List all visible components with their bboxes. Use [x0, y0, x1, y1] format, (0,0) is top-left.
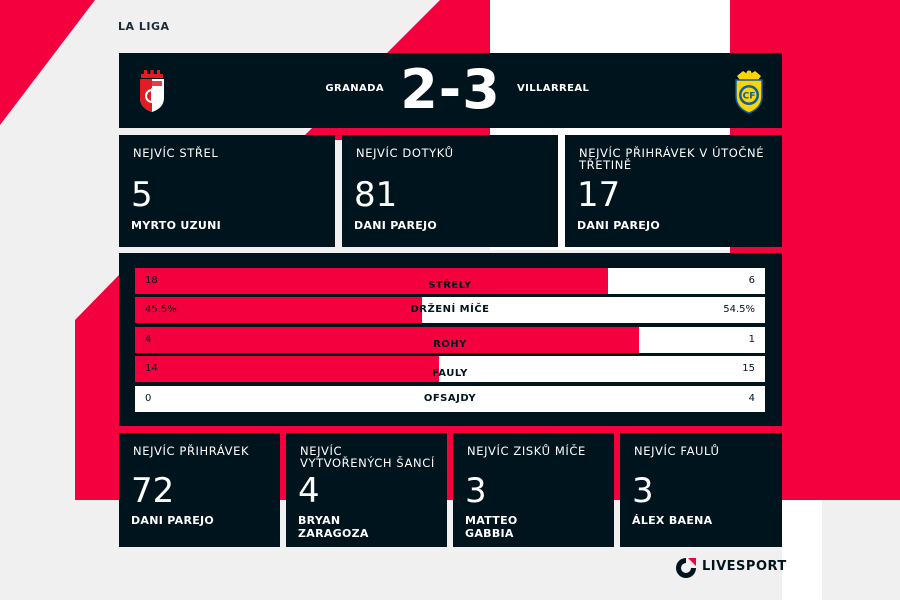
- card-label: NEJVÍC FAULŮ: [634, 444, 720, 458]
- card-value: 81: [354, 175, 398, 215]
- card-label: NEJVÍC ZISKŮ MÍČE: [467, 444, 586, 458]
- granada-crest-icon: [140, 70, 164, 112]
- card-label: NEJVÍC DOTYKŮ: [356, 146, 454, 160]
- stat-name: ROHY: [433, 339, 467, 350]
- livesport-brand: LIVESPORT: [674, 556, 786, 584]
- stat-row-fouls: 14 FAULY 15: [135, 356, 765, 382]
- livesport-logo-icon: [676, 558, 696, 578]
- stat-name: DRŽENÍ MÍČE: [410, 304, 490, 315]
- card-value: 3: [632, 471, 654, 511]
- card-player: DANI PAREJO: [131, 514, 215, 527]
- stat-bar-home: [135, 356, 440, 382]
- stat-bar-home: [135, 297, 422, 323]
- card-value: 72: [131, 471, 175, 511]
- stat-home-value: 45.5%: [145, 304, 177, 315]
- stat-away-value: 6: [748, 275, 755, 286]
- match-score: 2-3: [400, 58, 501, 121]
- stat-name: OFSAJDY: [423, 393, 477, 404]
- stat-card-final-third-passes: NEJVÍC PŘIHRÁVEK V ÚTOČNÉ TŘETINĚ 17 DAN…: [565, 135, 782, 247]
- league-title: LA LIGA: [118, 20, 170, 33]
- stat-away-value: 54.5%: [723, 304, 755, 315]
- card-label: NEJVÍC PŘIHRÁVEK V ÚTOČNÉ TŘETINĚ: [579, 146, 765, 172]
- stat-name: STŘELY: [428, 280, 472, 291]
- stat-card-most-fouls: NEJVÍC FAULŮ 3 ÁLEX BAENA: [620, 433, 782, 547]
- stat-card-most-touches: NEJVÍC DOTYKŮ 81 DANI PAREJO: [342, 135, 558, 247]
- stat-away-value: 4: [748, 393, 755, 404]
- card-value: 4: [298, 471, 320, 511]
- stat-bar-home: [135, 268, 608, 294]
- card-label: NEJVÍC STŘEL: [133, 146, 219, 160]
- card-value: 5: [131, 175, 153, 215]
- card-value: 17: [577, 175, 621, 215]
- stat-card-recoveries: NEJVÍC ZISKŮ MÍČE 3 MATTEO GABBIA: [453, 433, 614, 547]
- card-player: BRYAN ZARAGOZA: [298, 514, 369, 540]
- stat-row-shots: 18 STŘELY 6: [135, 268, 765, 294]
- stat-home-value: 18: [145, 275, 158, 286]
- stat-card-most-shots: NEJVÍC STŘEL 5 MYRTO UZUNI: [119, 135, 335, 247]
- card-label: NEJVÍC PŘIHRÁVEK: [133, 444, 250, 458]
- stats-comparison-panel: 18 STŘELY 6 45.5% DRŽENÍ MÍČE 54.5% 4 RO…: [119, 253, 782, 426]
- stat-away-value: 1: [748, 334, 755, 345]
- stat-card-most-passes: NEJVÍC PŘIHRÁVEK 72 DANI PAREJO: [119, 433, 280, 547]
- card-value: 3: [465, 471, 487, 511]
- villarreal-crest-icon: CF: [735, 70, 763, 114]
- stat-row-possession: 45.5% DRŽENÍ MÍČE 54.5%: [135, 297, 765, 323]
- stat-card-chances-created: NEJVÍC VYTVOŘENÝCH ŠANCÍ 4 BRYAN ZARAGOZ…: [286, 433, 447, 547]
- card-player: ÁLEX BAENA: [632, 514, 713, 527]
- card-player: MATTEO GABBIA: [465, 514, 518, 540]
- away-team-name: VILLARREAL: [517, 83, 590, 94]
- card-player: DANI PAREJO: [577, 219, 661, 232]
- stat-home-value: 0: [145, 393, 152, 404]
- card-player: DANI PAREJO: [354, 219, 438, 232]
- stat-name: FAULY: [432, 368, 468, 379]
- score-bar: GRANADA 2-3 VILLARREAL CF: [119, 53, 782, 128]
- stat-bar-home: [135, 327, 639, 353]
- stat-home-value: 14: [145, 363, 158, 374]
- brand-name: LIVESPORT: [702, 559, 787, 574]
- stat-row-corners: 4 ROHY 1: [135, 327, 765, 353]
- card-player: MYRTO UZUNI: [131, 219, 222, 232]
- stat-home-value: 4: [145, 334, 152, 345]
- stat-row-offsides: 0 OFSAJDY 4: [135, 386, 765, 412]
- stat-away-value: 15: [742, 363, 755, 374]
- svg-text:CF: CF: [743, 92, 756, 102]
- card-label: NEJVÍC VYTVOŘENÝCH ŠANCÍ: [300, 444, 435, 470]
- home-team-name: GRANADA: [325, 83, 384, 94]
